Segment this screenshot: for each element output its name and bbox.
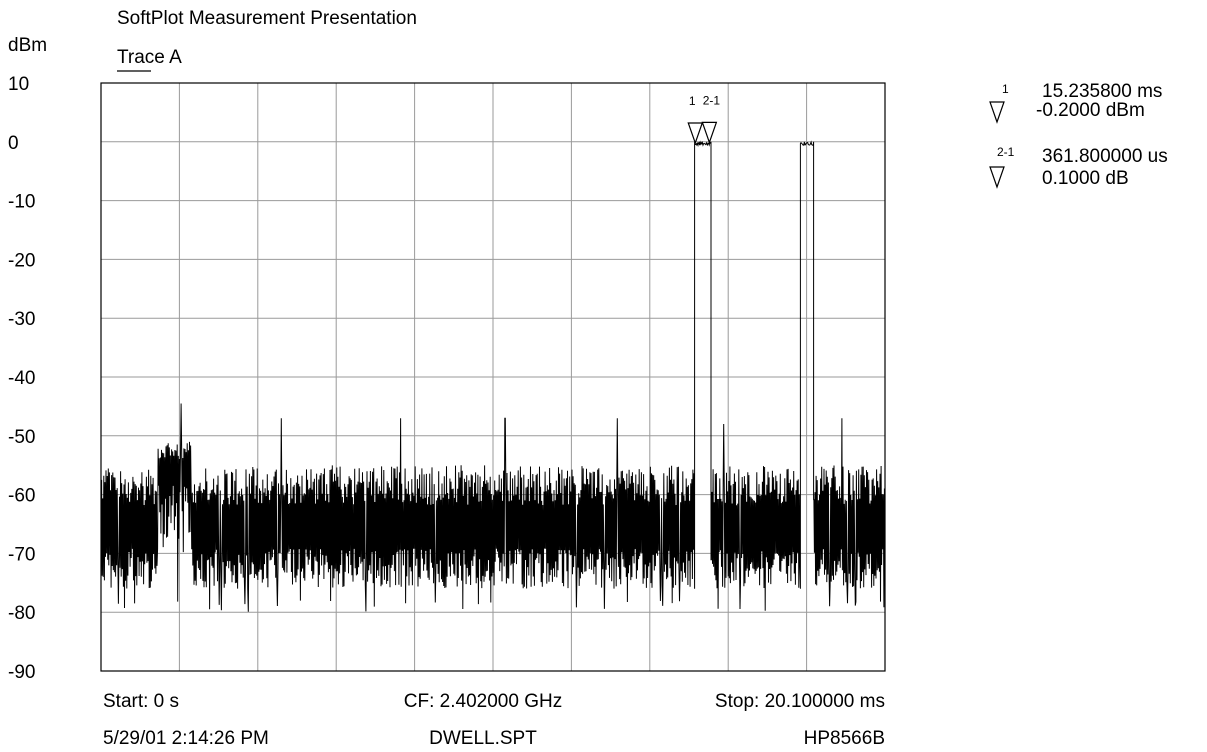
- marker-1-time: 15.235800 ms: [1042, 81, 1162, 102]
- marker-2-symbol: [701, 121, 718, 145]
- y-tick-label: -80: [8, 603, 35, 624]
- marker-2-delta-amplitude: 0.1000 dB: [1042, 168, 1129, 189]
- y-tick-label: 0: [8, 133, 19, 154]
- marker-2-plot-label: 2-1: [703, 93, 721, 107]
- y-tick-label: -70: [8, 544, 35, 565]
- y-tick-label: -90: [8, 662, 35, 683]
- footer-center-frequency: CF: 2.402000 GHz: [404, 691, 562, 712]
- footer-stop: Stop: 20.100000 ms: [715, 691, 885, 712]
- footer-filename: DWELL.SPT: [429, 728, 537, 749]
- y-tick-label: -10: [8, 192, 35, 213]
- marker-2-readout-icon: [989, 166, 1005, 189]
- footer-timestamp: 5/29/01 2:14:26 PM: [103, 728, 269, 749]
- y-tick-label: 10: [8, 74, 29, 95]
- marker-2-delta-time: 361.800000 us: [1042, 146, 1168, 167]
- footer-instrument: HP8566B: [804, 728, 885, 749]
- marker-readout-1: 1 15.235800 ms -0.2000 dBm: [989, 81, 1162, 124]
- marker-1-amplitude: -0.2000 dBm: [1036, 100, 1145, 121]
- marker-1-readout-icon: [989, 101, 1005, 124]
- y-axis-ticks: 10 0 -10 -20 -30 -40 -50 -60 -70 -80 -90: [8, 74, 35, 683]
- marker-symbols: 1 2-1: [687, 93, 721, 145]
- y-tick-label: -30: [8, 309, 35, 330]
- marker-readout-2: 2-1 361.800000 us 0.1000 dB: [989, 145, 1168, 189]
- y-tick-label: -60: [8, 486, 35, 507]
- plot-frame: [100, 82, 886, 672]
- marker-1-plot-label: 1: [689, 94, 696, 108]
- marker-1-symbol: [687, 122, 704, 145]
- marker-2-index: 2-1: [997, 145, 1015, 159]
- marker-1-index: 1: [1002, 82, 1009, 96]
- y-tick-label: -50: [8, 427, 35, 448]
- footer-start: Start: 0 s: [103, 691, 179, 712]
- trace-a-line: [100, 140, 886, 612]
- trace-label: Trace A: [117, 47, 182, 68]
- chart-title: SoftPlot Measurement Presentation: [117, 8, 417, 29]
- y-unit-label: dBm: [8, 35, 47, 56]
- y-tick-label: -20: [8, 250, 35, 271]
- y-tick-label: -40: [8, 368, 35, 389]
